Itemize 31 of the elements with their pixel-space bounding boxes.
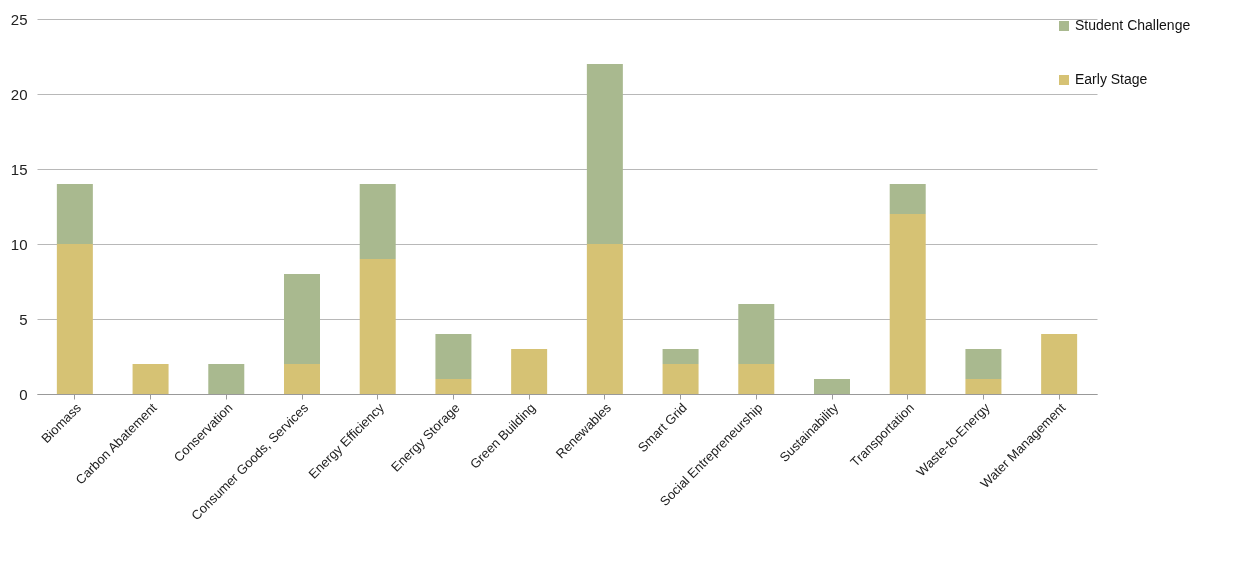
bar — [889, 184, 926, 214]
bar — [814, 379, 850, 394]
bar — [889, 214, 926, 394]
legend-label: Early Stage — [1075, 71, 1148, 87]
y-tick-label: 15 — [10, 160, 28, 178]
y-tick-label: 25 — [10, 10, 28, 28]
legend-label: Student Challenge — [1075, 17, 1191, 33]
bar — [738, 364, 775, 394]
bar — [208, 364, 245, 394]
y-tick-label: 0 — [19, 385, 28, 403]
bar — [132, 364, 169, 394]
y-tick-label: 20 — [10, 85, 28, 103]
bar — [435, 379, 472, 394]
bar — [1041, 334, 1078, 394]
bar — [738, 304, 775, 364]
y-tick-label: 5 — [19, 310, 28, 328]
bar — [284, 364, 320, 394]
bar — [662, 349, 699, 364]
y-tick-label: 10 — [10, 235, 28, 253]
bar — [56, 244, 93, 394]
bar — [511, 349, 548, 394]
bar — [284, 274, 320, 364]
bar — [965, 379, 1002, 394]
bar — [662, 364, 699, 394]
bar — [359, 259, 396, 394]
bar — [965, 349, 1002, 379]
bar — [435, 334, 472, 379]
bar — [586, 244, 623, 394]
bar — [586, 64, 623, 244]
bar — [359, 184, 396, 259]
bar — [56, 184, 93, 244]
